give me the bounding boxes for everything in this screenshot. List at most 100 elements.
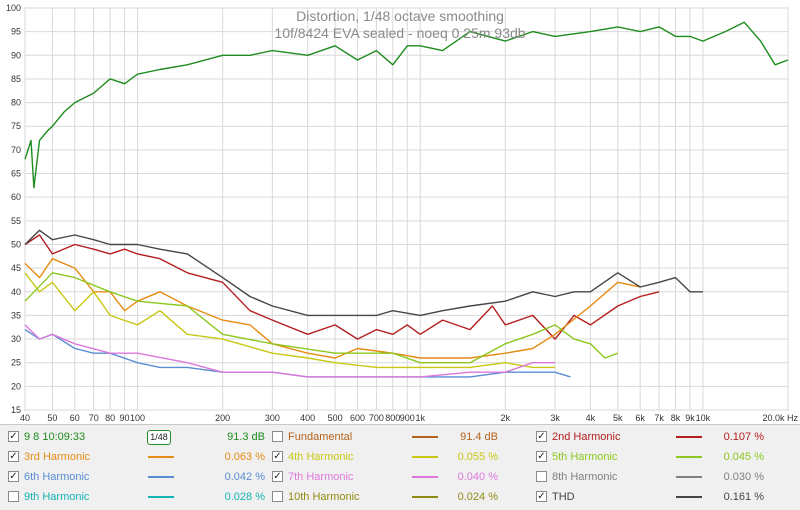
x-tick-label: 600 <box>350 413 365 423</box>
legend-swatch-thd <box>676 496 702 498</box>
chart-subtitle: 10f/8424 EVA sealed - noeq 0.25m 93db <box>274 25 525 41</box>
x-tick-label: 300 <box>265 413 280 423</box>
checkbox-4th-harmonic[interactable]: ✓ <box>272 451 283 462</box>
legend-swatch-9th-harmonic <box>148 496 174 498</box>
legend-label-4th-harmonic: 4th Harmonic <box>288 451 354 463</box>
series-line-7th-harmonic <box>24 324 556 378</box>
checkbox-10th-harmonic[interactable] <box>272 491 283 502</box>
x-tick-label: 400 <box>300 413 315 423</box>
x-tick-label: 10k <box>696 413 711 423</box>
checkbox-2nd-harmonic[interactable]: ✓ <box>536 431 547 442</box>
series-line-5th-harmonic <box>24 272 619 364</box>
x-tick-label: 2k <box>501 413 511 423</box>
legend-label-9th-harmonic: 9th Harmonic <box>24 491 90 503</box>
checkbox-9th-harmonic[interactable] <box>8 491 19 502</box>
x-tick-label: 5k <box>613 413 623 423</box>
legend-swatch-3rd-harmonic <box>148 456 174 458</box>
x-tick-label: 3k <box>550 413 560 423</box>
y-tick-label: 95 <box>11 27 21 37</box>
checkbox-3rd-harmonic[interactable]: ✓ <box>8 451 19 462</box>
y-tick-label: 40 <box>11 287 21 297</box>
checkbox-fundamental[interactable] <box>272 431 283 442</box>
legend-swatch-7th-harmonic <box>412 476 438 478</box>
x-tick-label: 6k <box>635 413 645 423</box>
y-tick-label: 50 <box>11 239 21 249</box>
x-tick-label: 9k <box>685 413 695 423</box>
x-tick-label: 1k <box>415 413 425 423</box>
x-tick-label: 900 <box>400 413 415 423</box>
y-tick-label: 90 <box>11 50 21 60</box>
y-tick-label: 25 <box>11 358 21 368</box>
legend-row: ✓ 9 8 10:09:33 1/48 91.3 dB Fundamental 91.4 … <box>0 427 800 447</box>
legend-row: ✓ 6th Harmonic 0.042 % ✓ 7th Harmonic 0.040 %… <box>0 467 800 487</box>
legend-label-7th-harmonic: 7th Harmonic <box>288 471 354 483</box>
x-tick-label: 90 <box>120 413 130 423</box>
series-line-thd <box>24 229 703 317</box>
legend-value-2nd-harmonic: 0.107 % <box>723 431 764 443</box>
series-line-fundamental <box>24 21 789 189</box>
y-tick-label: 55 <box>11 216 21 226</box>
y-tick-label: 70 <box>11 145 21 155</box>
x-tick-label: 7k <box>654 413 664 423</box>
legend-label-8th-harmonic: 8th Harmonic <box>552 471 618 483</box>
x-tick-label: 700 <box>369 413 384 423</box>
checkbox-8th-harmonic[interactable] <box>536 471 547 482</box>
x-tick-label: 50 <box>47 413 57 423</box>
legend-value-thd: 0.161 % <box>723 491 764 503</box>
plot-area <box>24 7 789 411</box>
x-tick-label: 100 <box>130 413 145 423</box>
legend-label-5th-harmonic: 5th Harmonic <box>552 451 618 463</box>
y-tick-label: 15 <box>11 405 21 415</box>
legend-swatch-4th-harmonic <box>412 456 438 458</box>
y-tick-label: 30 <box>11 334 21 344</box>
y-tick-label: 100 <box>6 3 21 13</box>
legend-label-10th-harmonic: 10th Harmonic <box>288 491 360 503</box>
legend-swatch-8th-harmonic <box>676 476 702 478</box>
checkbox-9-8-10-09-33[interactable]: ✓ <box>8 431 19 442</box>
checkbox-6th-harmonic[interactable]: ✓ <box>8 471 19 482</box>
legend-value-3rd-harmonic: 0.063 % <box>224 451 265 463</box>
checkbox-5th-harmonic[interactable]: ✓ <box>536 451 547 462</box>
legend-panel: ✓ 9 8 10:09:33 1/48 91.3 dB Fundamental 91.4 … <box>0 424 800 510</box>
smoothing-indicator[interactable]: 1/48 <box>147 430 171 445</box>
y-tick-label: 80 <box>11 98 21 108</box>
x-tick-label: 500 <box>328 413 343 423</box>
x-tick-label: 70 <box>89 413 99 423</box>
legend-label-fundamental: Fundamental <box>288 431 353 443</box>
legend-value-9th-harmonic: 0.028 % <box>224 491 265 503</box>
series-line-2nd-harmonic <box>24 234 660 340</box>
x-tick-label: 60 <box>70 413 80 423</box>
legend-label-3rd-harmonic: 3rd Harmonic <box>24 451 91 463</box>
legend-swatch-6th-harmonic <box>148 476 174 478</box>
y-tick-label: 35 <box>11 310 21 320</box>
x-tick-label: 800 <box>385 413 400 423</box>
legend-value-9-8-10-09-33: 91.3 dB <box>227 431 265 443</box>
legend-value-5th-harmonic: 0.045 % <box>723 451 764 463</box>
legend-swatch-10th-harmonic <box>412 496 438 498</box>
y-tick-label: 45 <box>11 263 21 273</box>
legend-value-7th-harmonic: 0.040 % <box>457 471 498 483</box>
distortion-chart: 15 20 25 30 35 40 45 50 55 60 65 70 75 80 85 90 95 100 40 5… <box>0 0 800 424</box>
chart-svg: 15 20 25 30 35 40 45 50 55 60 65 70 75 80 85 90 95 100 40 5… <box>6 3 799 423</box>
legend-value-fundamental: 91.4 dB <box>460 431 498 443</box>
y-tick-label: 20 <box>11 381 21 391</box>
legend-swatch-fundamental <box>412 436 438 438</box>
y-tick-label: 85 <box>11 74 21 84</box>
x-tick-label: 40 <box>20 413 30 423</box>
legend-row: ✓ 3rd Harmonic 0.063 % ✓ 4th Harmonic 0.055 %… <box>0 447 800 467</box>
legend-label-6th-harmonic: 6th Harmonic <box>24 471 90 483</box>
x-tick-label: 200 <box>215 413 230 423</box>
x-tick-label: 80 <box>105 413 115 423</box>
x-tick-label: 8k <box>671 413 681 423</box>
series-line-4th-harmonic <box>24 272 556 369</box>
x-tick-label: 4k <box>586 413 596 423</box>
checkbox-thd[interactable]: ✓ <box>536 491 547 502</box>
legend-swatch-2nd-harmonic <box>676 436 702 438</box>
legend-row: 9th Harmonic 0.028 % 10th Harmonic 0.024 % ✓… <box>0 487 800 507</box>
legend-swatch-5th-harmonic <box>676 456 702 458</box>
legend-value-10th-harmonic: 0.024 % <box>457 491 498 503</box>
y-tick-label: 65 <box>11 169 21 179</box>
legend-label-2nd-harmonic: 2nd Harmonic <box>552 431 621 443</box>
checkbox-7th-harmonic[interactable]: ✓ <box>272 471 283 482</box>
chart-title: Distortion, 1/48 octave smoothing <box>296 8 504 24</box>
